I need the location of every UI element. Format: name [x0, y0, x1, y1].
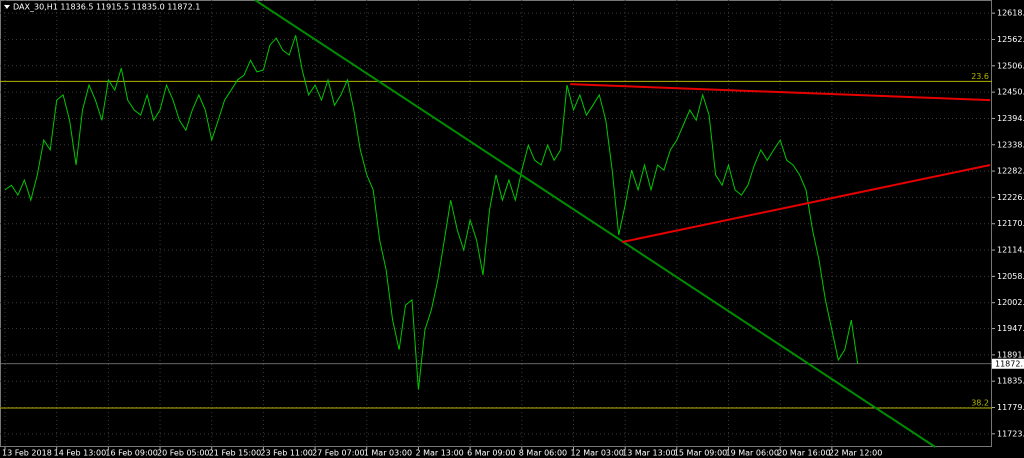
y-tick-label: 12226.0: [997, 193, 1024, 202]
x-tick-label: 13 Feb 2018: [2, 449, 52, 458]
x-tick-label: 27 Feb 07:00: [312, 449, 364, 458]
y-tick-label: 11723.0: [997, 429, 1024, 438]
x-tick-label: 15 Mar 09:00: [674, 449, 727, 458]
y-tick-label: 11891.0: [997, 350, 1024, 359]
y-tick-label: 11779.0: [997, 403, 1024, 412]
x-tick-label: 22 Mar 12:00: [829, 449, 882, 458]
x-tick-label: 13 Mar 13:00: [622, 449, 675, 458]
x-tick-label: 6 Mar 09:00: [467, 449, 515, 458]
x-tick-label: 16 Feb 09:00: [105, 449, 157, 458]
price-label: 11872.1: [995, 359, 1024, 368]
price-line-series: [4, 35, 859, 390]
price-box: [992, 358, 1024, 369]
x-tick-label: 19 Mar 06:00: [726, 449, 779, 458]
x-tick-label: 20 Mar 16:00: [777, 449, 830, 458]
y-tick-label: 12562.0: [997, 35, 1024, 44]
x-tick-label: 1 Mar 03:00: [364, 449, 412, 458]
x-tick-label: 8 Mar 06:00: [519, 449, 567, 458]
x-tick-label: 12 Mar 03:00: [570, 449, 623, 458]
trendline: [254, 0, 936, 448]
y-tick-label: 11835.0: [997, 377, 1024, 386]
chart-title: DAX_30,H1 11836.5 11915.5 11835.0 11872.…: [13, 3, 200, 12]
y-tick-label: 12114.0: [997, 246, 1024, 255]
x-tick-label: 2 Mar 13:00: [415, 449, 463, 458]
fib-label: 38.2: [971, 398, 989, 407]
trendline: [570, 83, 991, 102]
x-tick-label: 14 Feb 13:00: [54, 449, 106, 458]
y-tick-label: 12618.0: [997, 9, 1024, 18]
y-tick-label: 11947.0: [997, 324, 1024, 333]
fib-label: 23.6: [971, 72, 989, 81]
y-tick-label: 12394.0: [997, 114, 1024, 123]
x-tick-label: 20 Feb 05:00: [157, 449, 209, 458]
trendline: [621, 164, 991, 244]
x-tick-label: 23 Feb 11:00: [260, 449, 312, 458]
y-tick-label: 12002.0: [997, 298, 1024, 307]
y-tick-label: 12506.0: [997, 61, 1024, 70]
y-tick-label: 12058.0: [997, 272, 1024, 281]
y-tick-label: 12282.0: [997, 167, 1024, 176]
y-tick-label: 12170.0: [997, 219, 1024, 228]
y-tick-label: 12450.0: [997, 88, 1024, 97]
menu-icon[interactable]: [4, 5, 10, 9]
x-tick-label: 21 Feb 15:00: [209, 449, 261, 458]
y-tick-label: 12338.0: [997, 140, 1024, 149]
